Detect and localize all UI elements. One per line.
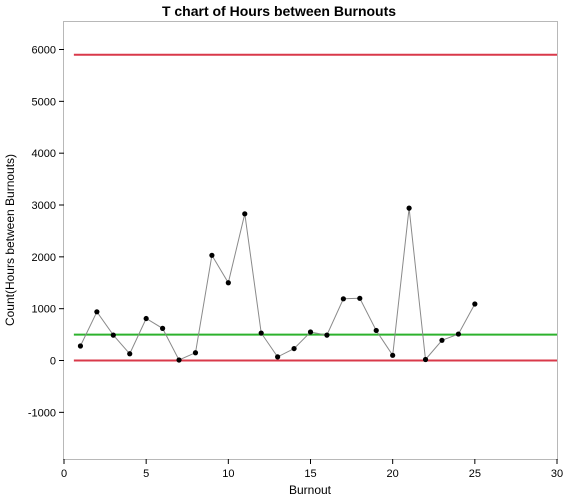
x-tick-label: 10 [222, 468, 234, 480]
data-point [275, 354, 281, 360]
y-tick-label: -1000 [28, 407, 56, 419]
data-point [242, 211, 248, 217]
y-tick-label: 4000 [32, 148, 56, 160]
data-point [225, 280, 231, 286]
x-axis-title: Burnout [289, 483, 332, 497]
data-point [258, 330, 264, 336]
data-point [390, 352, 396, 358]
y-tick-label: 1000 [32, 304, 56, 316]
x-tick-label: 5 [143, 468, 149, 480]
y-tick-label: 5000 [32, 96, 56, 108]
data-point [455, 331, 461, 337]
x-tick-label: 30 [551, 468, 563, 480]
data-point [77, 343, 84, 349]
series-line [79, 208, 476, 361]
y-tick-label: 0 [50, 356, 56, 368]
data-point [357, 295, 363, 301]
x-axis: 0 5 10 15 20 25 30 [61, 459, 563, 480]
y-axis-title: Count(Hours between Burnouts) [3, 154, 17, 326]
data-point [373, 327, 379, 334]
x-tick-label: 0 [61, 468, 67, 480]
data-point [472, 301, 478, 307]
control-limits [73, 53, 557, 362]
y-tick-label: 6000 [32, 45, 56, 57]
series-layer [77, 205, 478, 363]
y-tick-label: 3000 [32, 200, 56, 212]
data-point [143, 315, 149, 322]
y-tick-label: 2000 [32, 252, 56, 264]
data-point [307, 329, 314, 335]
data-point [160, 325, 166, 331]
y-axis: -1000 0 1000 2000 3000 4000 5000 6000 [28, 45, 64, 419]
data-point [291, 345, 297, 352]
data-point [439, 337, 445, 343]
data-point [209, 252, 215, 258]
data-point [422, 356, 429, 363]
x-tick-label: 25 [469, 468, 481, 480]
chart-title: T chart of Hours between Burnouts [162, 3, 396, 19]
data-point [176, 357, 182, 363]
x-tick-label: 15 [304, 468, 316, 480]
data-point [94, 309, 100, 315]
x-tick-label: 20 [387, 468, 399, 480]
plot-frame [63, 21, 558, 460]
data-point [406, 205, 412, 211]
data-point [110, 332, 116, 338]
data-point [192, 350, 199, 356]
data-point [324, 332, 330, 338]
data-point [340, 296, 346, 302]
data-point [127, 351, 133, 357]
